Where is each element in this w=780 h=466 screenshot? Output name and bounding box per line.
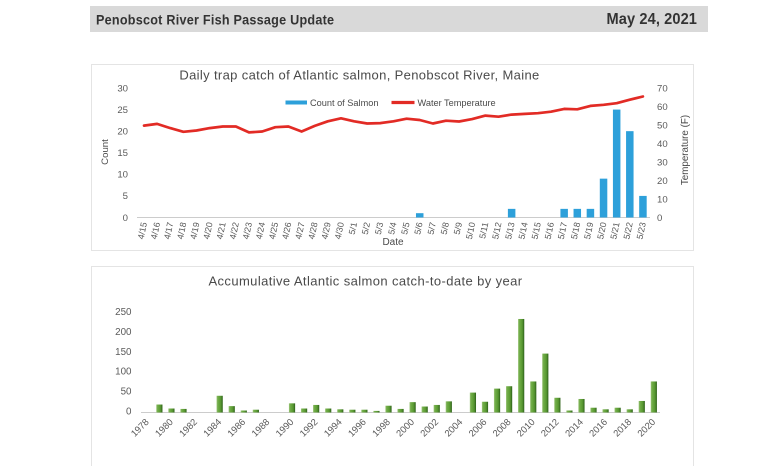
svg-text:1998: 1998 xyxy=(370,416,393,439)
svg-text:1982: 1982 xyxy=(177,416,200,439)
svg-text:4/27: 4/27 xyxy=(293,221,306,240)
svg-text:4/30: 4/30 xyxy=(333,221,346,240)
svg-text:5/3: 5/3 xyxy=(373,221,385,235)
svg-text:1992: 1992 xyxy=(297,416,320,439)
svg-text:5/10: 5/10 xyxy=(464,221,477,240)
svg-text:4/24: 4/24 xyxy=(254,221,267,240)
svg-text:2006: 2006 xyxy=(466,416,489,439)
svg-text:Count of Salmon: Count of Salmon xyxy=(310,98,378,108)
svg-text:5/19: 5/19 xyxy=(582,221,595,240)
svg-text:30: 30 xyxy=(117,83,128,94)
svg-text:4/28: 4/28 xyxy=(306,221,319,240)
svg-text:1996: 1996 xyxy=(345,416,368,439)
svg-text:5/8: 5/8 xyxy=(439,221,451,235)
svg-text:4/19: 4/19 xyxy=(188,221,201,240)
svg-text:200: 200 xyxy=(115,327,132,338)
svg-text:Count: Count xyxy=(100,139,111,165)
svg-text:5/17: 5/17 xyxy=(556,221,569,240)
svg-text:5/16: 5/16 xyxy=(543,221,556,240)
svg-text:0: 0 xyxy=(657,213,662,224)
svg-text:10: 10 xyxy=(117,170,128,181)
svg-text:5/13: 5/13 xyxy=(503,221,516,240)
svg-text:2012: 2012 xyxy=(538,416,561,439)
svg-text:70: 70 xyxy=(657,83,668,94)
svg-text:20: 20 xyxy=(117,126,128,137)
svg-text:2010: 2010 xyxy=(514,416,537,439)
svg-text:4/23: 4/23 xyxy=(241,221,254,240)
svg-text:5/18: 5/18 xyxy=(569,221,582,240)
svg-text:2020: 2020 xyxy=(635,416,658,439)
svg-text:Accumulative Atlantic salmon c: Accumulative Atlantic salmon catch-to-da… xyxy=(208,274,522,289)
svg-text:25: 25 xyxy=(117,105,128,116)
svg-text:4/20: 4/20 xyxy=(201,221,214,240)
svg-text:5/1: 5/1 xyxy=(347,221,359,235)
svg-text:20: 20 xyxy=(657,176,668,187)
svg-text:50: 50 xyxy=(657,120,668,131)
svg-text:4/18: 4/18 xyxy=(175,221,188,240)
svg-text:50: 50 xyxy=(121,387,132,398)
svg-text:2000: 2000 xyxy=(394,416,417,439)
svg-text:2008: 2008 xyxy=(490,416,513,439)
svg-text:5/4: 5/4 xyxy=(386,221,398,235)
svg-text:4/26: 4/26 xyxy=(280,221,293,240)
svg-text:5/12: 5/12 xyxy=(490,221,503,240)
svg-text:4/22: 4/22 xyxy=(228,221,241,240)
svg-text:Water Temperature: Water Temperature xyxy=(418,98,496,108)
svg-text:1980: 1980 xyxy=(152,416,175,439)
svg-text:5/21: 5/21 xyxy=(608,221,621,240)
svg-text:60: 60 xyxy=(657,102,668,113)
svg-text:1994: 1994 xyxy=(321,416,344,439)
svg-text:15: 15 xyxy=(117,148,128,159)
svg-text:2018: 2018 xyxy=(611,416,634,439)
svg-text:1984: 1984 xyxy=(201,416,224,439)
svg-text:1978: 1978 xyxy=(128,416,151,439)
svg-text:5/23: 5/23 xyxy=(635,221,648,240)
svg-text:5: 5 xyxy=(123,191,128,202)
svg-text:250: 250 xyxy=(115,307,132,318)
svg-text:5/2: 5/2 xyxy=(360,221,372,235)
svg-text:5/6: 5/6 xyxy=(412,221,424,235)
svg-text:1990: 1990 xyxy=(273,416,296,439)
svg-text:1986: 1986 xyxy=(225,416,248,439)
svg-text:4/15: 4/15 xyxy=(136,221,149,240)
svg-text:4/29: 4/29 xyxy=(319,221,332,240)
svg-text:2014: 2014 xyxy=(563,416,586,439)
svg-text:5/22: 5/22 xyxy=(621,221,634,240)
svg-text:5/11: 5/11 xyxy=(477,221,490,239)
svg-text:5/7: 5/7 xyxy=(426,221,438,235)
svg-text:4/17: 4/17 xyxy=(162,221,175,240)
svg-text:2016: 2016 xyxy=(587,416,610,439)
svg-text:100: 100 xyxy=(115,367,132,378)
svg-text:4/16: 4/16 xyxy=(149,221,162,240)
svg-text:Date: Date xyxy=(382,237,404,248)
svg-text:1988: 1988 xyxy=(249,416,272,439)
svg-text:5/14: 5/14 xyxy=(516,221,529,240)
svg-text:Daily trap catch of Atlantic s: Daily trap catch of Atlantic salmon, Pen… xyxy=(179,68,539,83)
svg-text:Temperature (F): Temperature (F) xyxy=(680,115,691,185)
svg-text:0: 0 xyxy=(126,407,132,418)
svg-text:10: 10 xyxy=(657,194,668,205)
svg-text:2004: 2004 xyxy=(442,416,465,439)
svg-text:4/25: 4/25 xyxy=(267,221,280,240)
svg-text:5/9: 5/9 xyxy=(452,221,464,235)
svg-text:0: 0 xyxy=(123,213,128,224)
svg-text:2002: 2002 xyxy=(418,416,441,439)
svg-text:5/20: 5/20 xyxy=(595,221,608,240)
svg-text:150: 150 xyxy=(115,347,132,358)
svg-text:5/5: 5/5 xyxy=(399,221,411,235)
svg-text:40: 40 xyxy=(657,139,668,150)
svg-text:30: 30 xyxy=(657,157,668,168)
svg-text:5/15: 5/15 xyxy=(530,221,543,240)
svg-text:4/21: 4/21 xyxy=(214,221,227,240)
